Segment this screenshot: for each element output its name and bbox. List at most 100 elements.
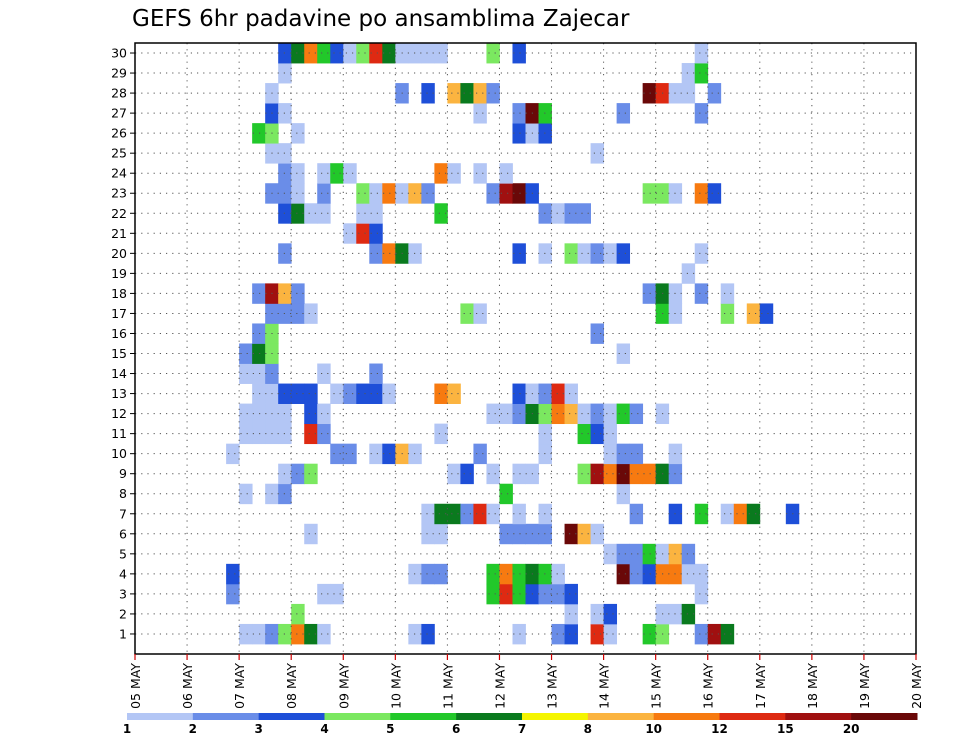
- heatmap-cell: [434, 203, 448, 224]
- y-axis: 1234567891011121314151617181920212223242…: [111, 46, 135, 641]
- heatmap-cell: [343, 443, 357, 465]
- heatmap-cell: [642, 563, 657, 585]
- heatmap-cell: [512, 403, 526, 425]
- heatmap-cell: [616, 443, 631, 465]
- heatmap-cell: [590, 143, 604, 164]
- heatmap-cell: [486, 563, 500, 585]
- heatmap-cell: [460, 463, 474, 485]
- heatmap-cell: [603, 543, 618, 565]
- heatmap-cell: [304, 523, 318, 545]
- heatmap-cell: [291, 283, 305, 304]
- heatmap-cell: [473, 83, 487, 104]
- heatmap-cell: [369, 363, 383, 384]
- heatmap-cell: [694, 623, 709, 645]
- heatmap-cell: [317, 403, 331, 425]
- heatmap-cell: [733, 503, 748, 525]
- heatmap-cell: [447, 163, 461, 184]
- heatmap-cell: [720, 503, 735, 525]
- heatmap-cell: [330, 583, 344, 605]
- heatmap-cell: [317, 43, 331, 64]
- heatmap-cell: [434, 523, 448, 545]
- heatmap-cell: [434, 503, 448, 525]
- heatmap-cell: [629, 563, 644, 585]
- x-tick-label: 17 MAY: [753, 663, 768, 709]
- heatmap-cell: [642, 463, 657, 485]
- heatmap-cell: [304, 623, 318, 645]
- heatmap-cell: [330, 43, 344, 64]
- heatmap-cell: [616, 463, 631, 485]
- heatmap-cell: [629, 403, 644, 425]
- heatmap-cell: [707, 83, 722, 104]
- heatmap-cell: [317, 363, 331, 384]
- heatmap-cell: [512, 103, 526, 124]
- heatmap-cell: [291, 463, 305, 485]
- heatmap-cell: [239, 403, 253, 425]
- heatmap-cell: [473, 503, 487, 525]
- heatmap-cell: [447, 383, 461, 404]
- heatmap-cell: [304, 303, 318, 324]
- heatmap-cell: [421, 563, 435, 585]
- colorbar-segment: [456, 713, 523, 720]
- heatmap-cell: [499, 523, 513, 545]
- colorbar-segment: [587, 713, 655, 720]
- heatmap-cell: [551, 403, 565, 425]
- heatmap-cell: [252, 363, 266, 384]
- heatmap-cell: [564, 383, 578, 404]
- heatmap-cell: [694, 63, 709, 84]
- y-tick-label: 27: [111, 106, 127, 121]
- heatmap-cell: [642, 283, 657, 304]
- x-tick-label: 18 MAY: [805, 663, 820, 709]
- heatmap-cell: [239, 343, 253, 364]
- heatmap-cell: [564, 623, 578, 645]
- heatmap-cell: [603, 623, 618, 645]
- heatmap-cell: [434, 43, 448, 64]
- x-tick-label: 15 MAY: [649, 663, 664, 709]
- heatmap-cell: [330, 383, 344, 404]
- heatmap-cell: [642, 183, 657, 204]
- colorbar-label: 8: [584, 722, 592, 736]
- colorbar-segment: [719, 713, 786, 720]
- heatmap-cell: [486, 403, 500, 425]
- y-tick-label: 5: [119, 546, 127, 561]
- x-tick-label: 19 MAY: [857, 663, 872, 709]
- heatmap-cell: [447, 83, 461, 104]
- heatmap-cell: [590, 243, 604, 264]
- y-tick-label: 17: [111, 306, 127, 321]
- heatmap-cell: [369, 43, 383, 64]
- heatmap-cell: [473, 103, 487, 124]
- heatmap-cell: [460, 83, 474, 104]
- heatmap-cell: [330, 443, 344, 465]
- heatmap-cell: [447, 503, 461, 525]
- heatmap-cell: [421, 523, 435, 545]
- heatmap-cell: [239, 483, 253, 505]
- heatmap-cell: [226, 563, 240, 585]
- heatmap-cell: [226, 443, 240, 465]
- y-tick-label: 22: [111, 206, 127, 221]
- heatmap-cell: [720, 283, 735, 304]
- heatmap-cell: [512, 503, 526, 525]
- heatmap-cell: [382, 383, 396, 404]
- colorbar-label: 5: [386, 722, 394, 736]
- heatmap-cell: [564, 203, 578, 224]
- heatmap-cell: [694, 183, 709, 204]
- heatmap-cell: [512, 43, 526, 64]
- heatmap-cell: [551, 203, 565, 224]
- heatmap-cell: [499, 563, 513, 585]
- heatmap-cell: [434, 383, 448, 404]
- heatmap-cell: [369, 223, 383, 244]
- heatmap-cell: [603, 463, 618, 485]
- heatmap-cell: [291, 183, 305, 204]
- heatmap-cell: [460, 503, 474, 525]
- heatmap-cell: [317, 623, 331, 645]
- heatmap-cell: [382, 243, 396, 264]
- heatmap-cell: [304, 383, 318, 404]
- heatmap-cells: [226, 43, 800, 645]
- heatmap-cell: [499, 163, 513, 184]
- heatmap-cell: [473, 443, 487, 465]
- heatmap-cell: [291, 623, 305, 645]
- heatmap-cell: [512, 523, 526, 545]
- heatmap-cell: [551, 383, 565, 404]
- heatmap-cell: [473, 163, 487, 184]
- heatmap-cell: [486, 43, 500, 64]
- heatmap-cell: [369, 183, 383, 204]
